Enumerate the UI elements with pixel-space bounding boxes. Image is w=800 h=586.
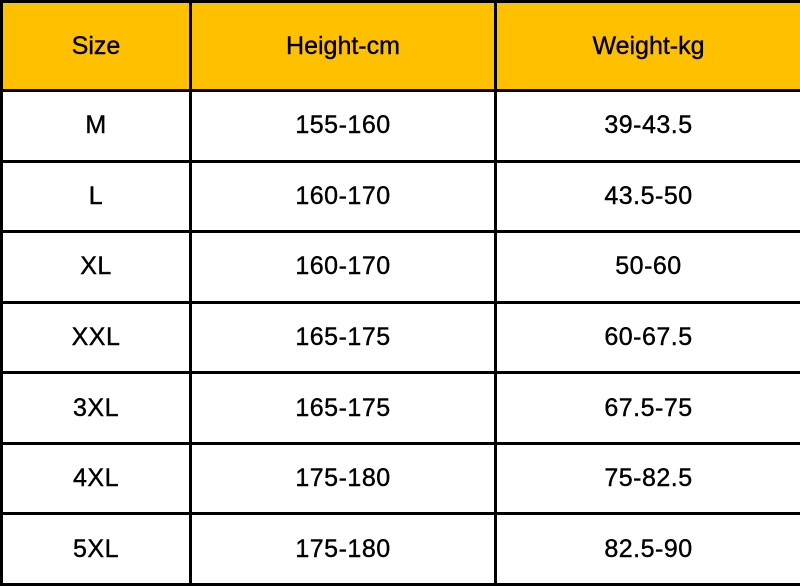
weight-cell: 75-82.5 [494, 441, 800, 516]
table-row: XXL 165-175 60-67.5 [0, 300, 800, 375]
table-row: 5XL 175-180 82.5-90 [0, 512, 800, 586]
size-cell: XXL [0, 300, 192, 375]
size-cell: XL [0, 230, 192, 304]
size-cell: M [0, 89, 192, 163]
size-cell: L [0, 159, 192, 234]
weight-cell: 82.5-90 [494, 512, 800, 586]
table-row: L 160-170 43.5-50 [0, 159, 800, 234]
weight-cell: 39-43.5 [494, 89, 800, 163]
weight-cell: 50-60 [494, 230, 800, 304]
weight-cell: 43.5-50 [494, 159, 800, 234]
table-row: 3XL 165-175 67.5-75 [0, 371, 800, 445]
header-row: Size Height-cm Weight-kg [0, 0, 800, 92]
height-cell: 175-180 [189, 441, 497, 516]
size-cell: 3XL [0, 371, 192, 445]
table-row: M 155-160 39-43.5 [0, 89, 800, 163]
table-row: XL 160-170 50-60 [0, 230, 800, 304]
table-row: 4XL 175-180 75-82.5 [0, 441, 800, 516]
weight-cell: 67.5-75 [494, 371, 800, 445]
height-cell: 155-160 [189, 89, 497, 163]
size-cell: 4XL [0, 441, 192, 516]
height-cell: 175-180 [189, 512, 497, 586]
header-weight: Weight-kg [494, 0, 800, 92]
height-cell: 165-175 [189, 300, 497, 375]
size-cell: 5XL [0, 512, 192, 586]
height-cell: 165-175 [189, 371, 497, 445]
header-height: Height-cm [189, 0, 497, 92]
header-size: Size [0, 0, 192, 92]
height-cell: 160-170 [189, 159, 497, 234]
height-cell: 160-170 [189, 230, 497, 304]
weight-cell: 60-67.5 [494, 300, 800, 375]
